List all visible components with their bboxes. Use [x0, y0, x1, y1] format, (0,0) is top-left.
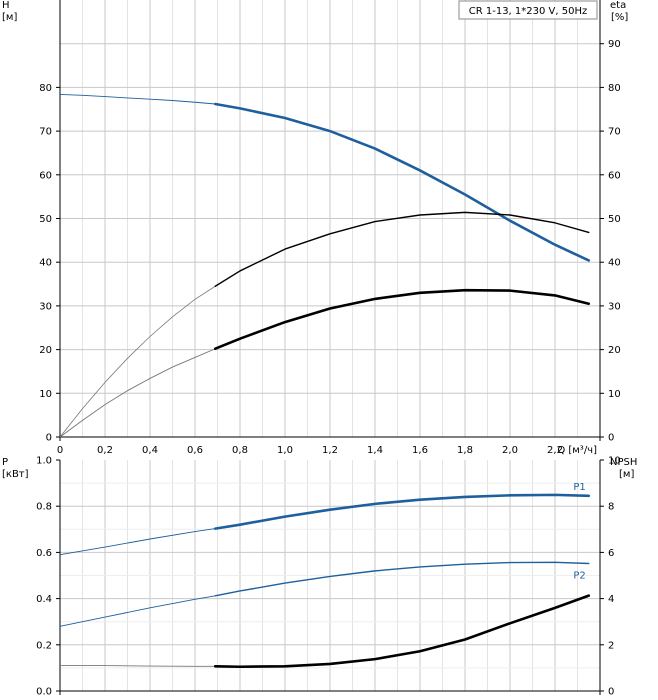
- left-tick-label: 0.8: [36, 502, 52, 513]
- curve-npsh: [213, 594, 591, 669]
- right-tick-label: 80: [608, 83, 621, 94]
- curve-p2-extension: [59, 595, 216, 627]
- right-tick-label: 60: [608, 170, 621, 181]
- left-tick-label: 40: [39, 258, 52, 269]
- frame-layer: [56, 0, 604, 695]
- right-tick-label: 4: [608, 594, 614, 605]
- curve-p1-extension: [59, 528, 216, 556]
- x-tick-label: 0,4: [142, 445, 158, 456]
- left-tick-label: 0.0: [36, 687, 52, 698]
- x-tick-label: 0,2: [97, 445, 113, 456]
- left-tick-label: 10: [39, 389, 52, 400]
- x-tick-label: 2,0: [502, 445, 518, 456]
- left-tick-label: 0: [46, 433, 52, 444]
- right-tick-label: 20: [608, 345, 621, 356]
- right-tick-label: 90: [608, 39, 621, 50]
- curve-p1: [213, 493, 591, 530]
- curve-eta_pump: [213, 288, 591, 351]
- x-tick-label: 1,4: [367, 445, 383, 456]
- curve-eta_total: [214, 211, 590, 287]
- right-tick-label: 0: [608, 433, 614, 444]
- right-tick-label: 70: [608, 127, 621, 138]
- right-tick-label: 6: [608, 548, 614, 559]
- left-tick-label: 0.4: [36, 594, 52, 605]
- x-tick-label: 1,2: [322, 445, 338, 456]
- curve-layer: [59, 93, 591, 669]
- right-tick-label: 30: [608, 301, 621, 312]
- curve-head: [213, 102, 591, 262]
- left-axis-title: P: [2, 457, 8, 468]
- right-axis-unit: [%]: [611, 12, 628, 23]
- series-label-p2: P2: [573, 570, 585, 581]
- right-axis-unit: [м]: [619, 469, 634, 480]
- grid-layer: [60, 0, 600, 691]
- left-tick-label: 70: [39, 127, 52, 138]
- right-tick-label: 50: [608, 214, 621, 225]
- right-tick-label: 10: [608, 456, 621, 467]
- curve-eta_pump-extension: [59, 348, 216, 438]
- right-axis-title: NPSH: [610, 457, 637, 468]
- curve-head-extension: [59, 93, 216, 105]
- left-axis-unit: [кВт]: [2, 469, 29, 480]
- x-tick-label: 0,8: [232, 445, 248, 456]
- right-tick-label: 10: [608, 389, 621, 400]
- left-tick-label: 0.2: [36, 640, 52, 651]
- left-tick-label: 20: [39, 345, 52, 356]
- curve-npsh-extension: [60, 665, 216, 667]
- curve-p2: [214, 561, 590, 597]
- x-axis-title: Q [м³/ч]: [557, 445, 597, 456]
- x-tick-label: 0,6: [187, 445, 203, 456]
- series-label-p1: P1: [573, 482, 585, 493]
- left-tick-label: 50: [39, 214, 52, 225]
- legend-box: [458, 0, 598, 20]
- left-tick-label: 0.6: [36, 548, 52, 559]
- left-tick-label: 60: [39, 170, 52, 181]
- x-tick-label: 1,8: [457, 445, 473, 456]
- left-tick-label: 80: [39, 83, 52, 94]
- right-tick-label: 8: [608, 502, 614, 513]
- curve-eta_total-extension: [59, 285, 216, 438]
- left-axis-title: H: [2, 0, 10, 11]
- right-axis-title: eta: [610, 0, 626, 11]
- right-tick-label: 2: [608, 640, 614, 651]
- left-axis-unit: [м]: [2, 12, 17, 23]
- left-tick-label: 1.0: [36, 456, 52, 467]
- right-tick-label: 0: [608, 687, 614, 698]
- right-tick-label: 40: [608, 258, 621, 269]
- left-tick-label: 30: [39, 301, 52, 312]
- label-layer: 010203040506070800102030405060708090H[м]…: [2, 0, 637, 698]
- x-tick-label: 1,0: [277, 445, 293, 456]
- x-tick-label: 1,6: [412, 445, 428, 456]
- legend-text: CR 1-13, 1*230 V, 50Hz: [469, 6, 587, 17]
- x-tick-label: 0: [57, 445, 63, 456]
- x-tick-label: 2,2: [547, 445, 563, 456]
